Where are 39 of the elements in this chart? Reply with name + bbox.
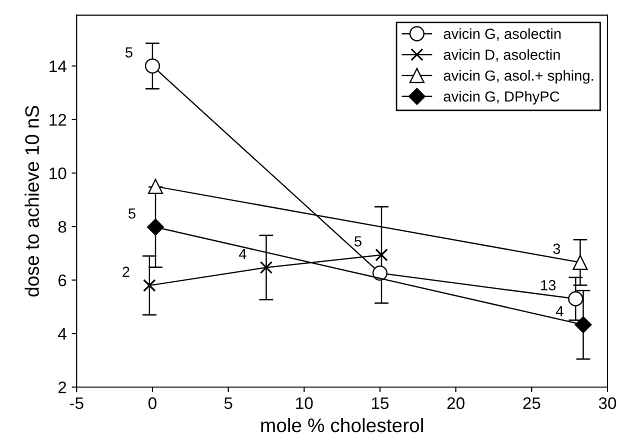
annotation: 5 [354,236,362,246]
x-tick-label: 5 [224,397,232,410]
x-tick-label: 25 [523,397,540,410]
legend-label: avicin G, asol.+ sphing. [444,70,594,84]
y-axis-title: dose to achieve 10 nS [24,106,39,297]
point [568,291,584,306]
annotation: 2 [122,266,130,277]
annotation: 5 [126,47,132,58]
y-tick-label: 12 [50,114,66,126]
y-tick-label: 8 [58,220,66,233]
point [147,218,164,236]
x-tick-label: -5 [70,397,84,410]
point [572,254,588,270]
x-tick-label: 10 [296,397,313,410]
point [143,279,156,292]
x-tick-label: 20 [447,397,464,410]
x-tick-label: 30 [598,397,616,410]
annotation: 5 [128,208,136,219]
point [375,248,388,262]
y-tick-label: 6 [58,274,66,286]
x-axis-title: mole % cholesterol [261,418,423,432]
point [144,58,160,74]
annotation: 13 [541,280,556,290]
point [260,261,273,274]
x-tick-label: 0 [148,397,156,410]
y-tick-label: 14 [50,60,66,72]
point [148,178,164,194]
point [372,266,388,281]
x-tick-label: 15 [372,397,389,410]
annotation: 4 [556,306,564,316]
y-tick-label: 4 [58,328,66,340]
legend-label: avicin D, asolectin [444,49,560,62]
annotation: 3 [553,244,560,254]
y-tick-label: 2 [58,382,66,394]
y-tick-label: 10 [50,167,66,180]
legend-label: avicin G, DPhyPC [444,90,560,105]
legend-label: avicin G, asolectin [444,28,561,41]
point [574,316,592,334]
annotation: 4 [239,248,246,259]
